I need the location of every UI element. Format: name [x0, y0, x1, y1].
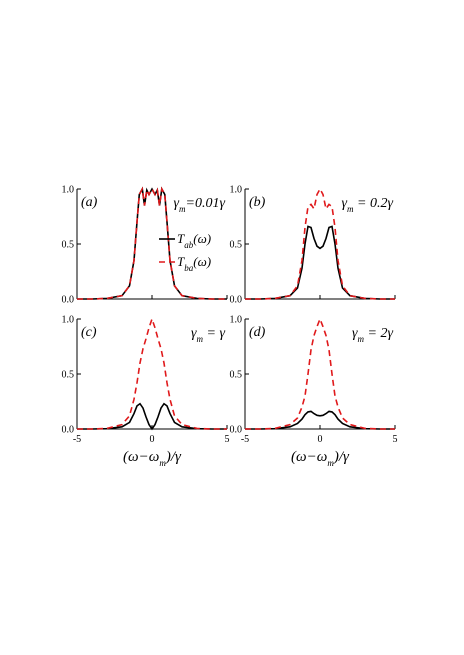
panel-label: (c) — [81, 325, 97, 340]
y-tick-label: 0.5 — [62, 370, 75, 381]
panel-label: (d) — [249, 325, 266, 340]
y-tick-label: 0.0 — [230, 295, 243, 306]
tba-curve — [77, 186, 227, 300]
panel-b: 0.0 0.5 1.0 (b) γm = 0.2γ — [230, 185, 396, 306]
gamma-m-label: γm=0.01γ — [174, 196, 226, 214]
y-tick-label: 1.0 — [62, 185, 75, 196]
panel-d: 0.0 0.5 1.0 -5 0 5 (d) γm = 2γ — [230, 315, 398, 446]
gamma-m-label: γm = 2γ — [352, 326, 393, 344]
legend-tab-label: Tab(ω) — [177, 231, 211, 250]
panel-label: (a) — [81, 195, 98, 210]
y-tick-label: 0.5 — [230, 240, 243, 251]
y-tick-label: 0.0 — [62, 295, 75, 306]
x-tick-label: -5 — [73, 434, 81, 445]
x-tick-label: 0 — [318, 434, 323, 445]
y-tick-label: 1.0 — [62, 315, 75, 326]
y-tick-label: 0.5 — [230, 370, 243, 381]
panel-a: 0.0 0.5 1.0 (a) γm=0.01γ — [62, 185, 228, 306]
x-tick-label: 5 — [393, 434, 398, 445]
tab-curve — [245, 410, 395, 430]
x-axis-label: (ω−ωm)/γ — [123, 449, 182, 468]
y-tick-label: 0.0 — [230, 425, 243, 436]
tba-curve — [77, 316, 227, 430]
x-tick-label: 0 — [150, 434, 155, 445]
gamma-m-label: γm = γ — [191, 326, 225, 344]
y-tick-label: 1.0 — [230, 185, 243, 196]
x-axis-label: (ω−ωm)/γ — [291, 449, 350, 468]
tab-curve — [77, 402, 227, 431]
panel-c: 0.0 0.5 1.0 -5 0 5 (c) γm = γ — [62, 315, 230, 446]
tab-curve — [245, 225, 395, 300]
tba-curve — [245, 316, 395, 430]
panel-label: (b) — [249, 195, 266, 210]
tba-curve — [245, 187, 395, 300]
legend: Tab(ω) Tba(ω) — [159, 231, 211, 273]
y-tick-label: 0.5 — [62, 240, 75, 251]
y-tick-label: 1.0 — [230, 315, 243, 326]
x-tick-label: 5 — [225, 434, 230, 445]
y-tick-label: 0.0 — [62, 425, 75, 436]
legend-tba-label: Tba(ω) — [177, 254, 211, 273]
gamma-m-label: γm = 0.2γ — [342, 196, 394, 214]
x-tick-label: -5 — [241, 434, 249, 445]
